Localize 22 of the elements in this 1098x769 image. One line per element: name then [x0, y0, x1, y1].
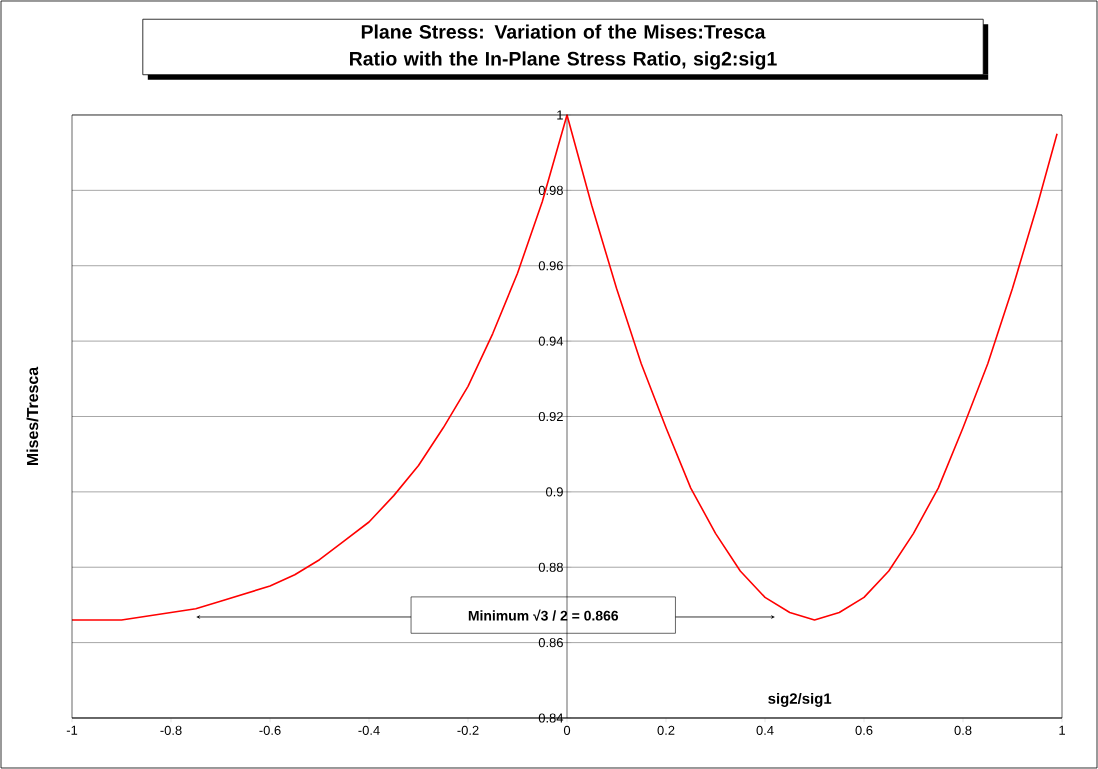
x-tick-label: 1: [1059, 725, 1065, 735]
x-tick-label: -0.8: [160, 725, 182, 735]
annotation: Minimum √3 / 2 = 0.866: [468, 609, 619, 621]
x-axis-title: sig2/sig1: [768, 692, 832, 707]
x-tick-label: 0.6: [855, 725, 873, 735]
y-tick-label: 0.96: [538, 261, 563, 271]
x-tick-label: 0.4: [756, 725, 774, 735]
x-tick-label: -1: [66, 725, 78, 735]
x-tick-label: -0.4: [358, 725, 380, 735]
x-tick-label: -0.2: [457, 725, 479, 735]
y-axis-title: Mises/Tresca: [26, 366, 39, 466]
x-tick-label: 0.8: [954, 725, 972, 735]
y-tick-label: 0.9: [545, 487, 563, 497]
x-tick-label: 0: [563, 725, 571, 735]
y-tick-label: 0.94: [538, 336, 564, 346]
x-tick-label: 0.2: [657, 725, 675, 735]
x-tick-label: -0.6: [259, 725, 281, 735]
y-tick-label: 0.86: [538, 638, 563, 648]
y-tick-label: 0.92: [538, 411, 563, 422]
chart-title: Plane Stress: Variation of the Mises:Tresca Ratio with the In-Plane Stress Ratio, sig2:sig1: [350, 24, 777, 70]
y-tick-label: 1: [557, 110, 563, 120]
y-tick-label: 0.88: [538, 562, 563, 572]
